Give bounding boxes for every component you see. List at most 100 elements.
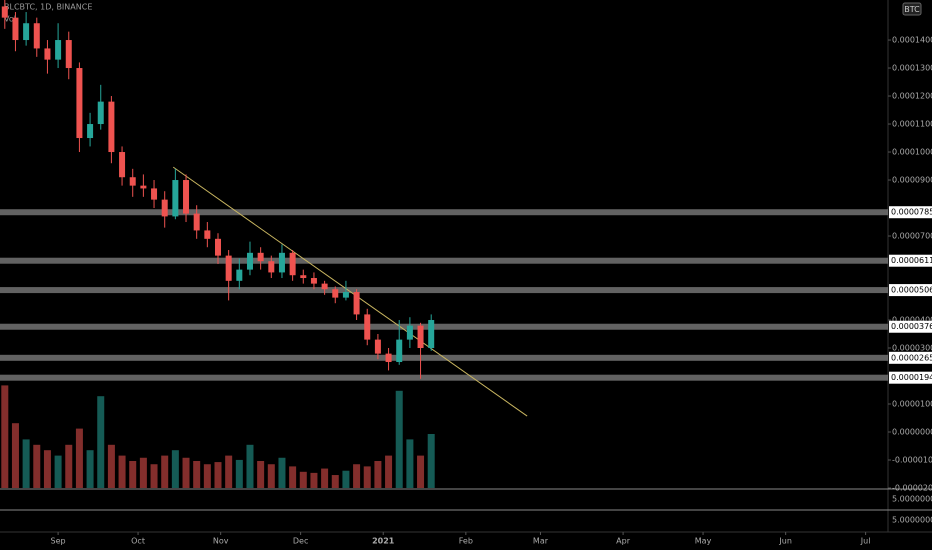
y-tick-label: 0.00007000 xyxy=(892,232,932,241)
volume-bar xyxy=(1,385,9,488)
y-tick-label: 0.00013000 xyxy=(892,64,932,73)
candle-body xyxy=(23,23,30,41)
x-tick-label: Jul xyxy=(860,537,871,546)
volume-bar xyxy=(107,444,115,488)
volume-bar xyxy=(75,428,83,488)
pane-scale-label: 5.00000000 xyxy=(892,495,932,504)
volume-bar xyxy=(65,444,73,488)
candle-body xyxy=(268,261,275,273)
y-tick-label: 0.00001000 xyxy=(892,400,932,409)
volume-bar xyxy=(246,444,254,488)
candle-body xyxy=(97,101,104,125)
level-label-box xyxy=(889,206,932,219)
candle-body xyxy=(417,325,424,349)
candle-body xyxy=(225,255,232,281)
volume-bar xyxy=(139,457,147,488)
candle-body xyxy=(396,339,403,363)
candle-body xyxy=(332,289,339,298)
candle-body xyxy=(76,68,83,139)
volume-bar xyxy=(118,455,126,488)
candle-body xyxy=(204,230,211,239)
x-tick-label: Feb xyxy=(459,537,473,546)
x-tick-label: Oct xyxy=(131,537,145,546)
candle-body xyxy=(33,23,40,49)
candle-body xyxy=(353,292,360,315)
volume-bar xyxy=(267,464,275,488)
indicator-label: Vol xyxy=(4,15,16,24)
candle-body xyxy=(87,124,94,139)
y-tick-label: -0.00001000 xyxy=(892,456,932,465)
candle-body xyxy=(257,252,264,262)
trendline xyxy=(172,166,528,417)
candle-body xyxy=(65,40,72,69)
level-label-box xyxy=(889,320,932,333)
volume-bar xyxy=(129,461,137,488)
candle-body xyxy=(193,213,200,231)
y-tick-label: 0.00010000 xyxy=(892,148,932,157)
volume-bar xyxy=(427,434,435,488)
candle-body xyxy=(183,180,190,214)
volume-bar xyxy=(363,466,371,488)
candle-body xyxy=(310,278,317,284)
level-label-box xyxy=(889,351,932,364)
candle-body xyxy=(151,188,158,200)
candle-body xyxy=(12,17,19,41)
volume-bar xyxy=(161,455,169,488)
level-label-box xyxy=(889,284,932,297)
volume-bar xyxy=(310,472,318,488)
level-label: 0.00005069 xyxy=(891,286,932,295)
volume-bar xyxy=(11,423,19,488)
level-label-box xyxy=(889,254,932,267)
candle-body xyxy=(55,40,62,60)
candle-body xyxy=(374,339,381,354)
candle-body xyxy=(236,269,243,281)
candle-body xyxy=(321,283,328,290)
candle-body xyxy=(1,6,8,18)
candle-body xyxy=(289,252,296,276)
x-tick-label: May xyxy=(695,537,712,546)
support-level xyxy=(0,323,888,330)
y-tick-label: 0.00000000 xyxy=(892,428,932,437)
candle-body xyxy=(385,353,392,363)
volume-bar xyxy=(235,459,243,488)
volume-bar xyxy=(417,455,425,488)
currency-badge[interactable] xyxy=(902,2,922,16)
volume-bar xyxy=(278,457,286,488)
candle-body xyxy=(161,199,168,217)
candle-body xyxy=(428,320,435,349)
currency-label[interactable]: BTC xyxy=(904,5,920,14)
candle-body xyxy=(300,275,307,279)
volume-bar xyxy=(299,471,307,488)
pane-scale-label: 5.00000000 xyxy=(892,516,932,525)
volume-bar xyxy=(86,450,94,488)
volume-bar xyxy=(385,455,393,488)
x-tick-label: Apr xyxy=(616,537,631,546)
volume-bar xyxy=(214,462,222,488)
volume-bar xyxy=(395,390,403,488)
volume-bar xyxy=(321,468,329,488)
candle-body xyxy=(119,152,126,178)
x-tick-label: Dec xyxy=(293,537,308,546)
x-tick-label: Jun xyxy=(778,537,792,546)
volume-bar xyxy=(374,461,382,488)
y-tick-label: 0.00011000 xyxy=(892,120,932,129)
x-tick-label: Nov xyxy=(213,537,229,546)
volume-bar xyxy=(289,466,297,488)
support-level xyxy=(0,374,888,381)
volume-bar xyxy=(406,439,414,488)
y-tick-label: 0.00004000 xyxy=(892,316,932,325)
volume-bar xyxy=(54,455,62,488)
y-tick-label: 0.00014000 xyxy=(892,36,932,45)
candle-body xyxy=(278,252,285,273)
candle-body xyxy=(44,48,51,60)
candle-body xyxy=(342,292,349,298)
x-tick-label: 2021 xyxy=(372,537,395,546)
support-level xyxy=(0,209,888,216)
candle-body xyxy=(406,325,413,340)
level-label: 0.00006118 xyxy=(891,256,932,265)
symbol-title: BLCBTC, 1D, BINANCE xyxy=(4,3,92,12)
